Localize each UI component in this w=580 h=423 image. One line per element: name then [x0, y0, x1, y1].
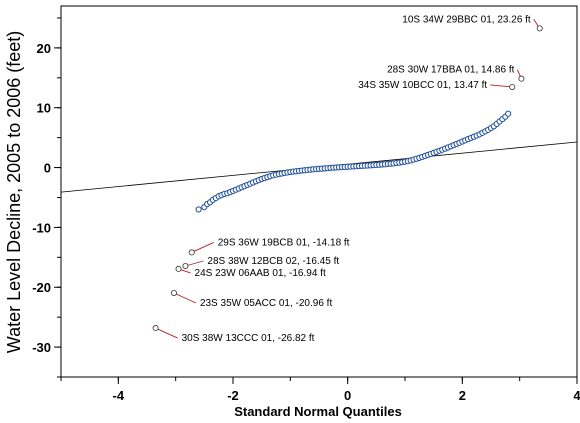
x-tick-label: -2 — [227, 388, 239, 403]
y-tick-label: 0 — [44, 161, 51, 176]
y-tick-label: -30 — [32, 340, 51, 355]
y-tick-label: -20 — [32, 280, 51, 295]
annotation-leader — [173, 292, 197, 304]
data-point — [505, 110, 512, 117]
y-axis-label: Water Level Decline, 2005 to 2006 (feet) — [4, 31, 24, 354]
annotation-leader — [490, 84, 513, 88]
outlier-point — [509, 83, 516, 90]
annotation-leader — [155, 327, 178, 339]
outlier-label: 23S 35W 05ACC 01, -20.96 ft — [200, 298, 333, 309]
outlier-label: 24S 23W 06AAB 01, -16.94 ft — [195, 268, 326, 279]
y-tick-label: 10 — [37, 101, 51, 116]
y-tick-label: -10 — [32, 220, 51, 235]
outlier-label: 34S 35W 10BCC 01, 13.47 ft — [358, 80, 487, 91]
outlier-point — [170, 289, 177, 296]
plot-frame — [60, 5, 578, 378]
outlier-label: 10S 34W 29BBC 01, 23.26 ft — [402, 14, 531, 25]
x-tick-label: -4 — [113, 388, 125, 403]
outlier-label: 28S 30W 17BBA 01, 14.86 ft — [387, 65, 515, 76]
outlier-point — [518, 75, 525, 82]
outlier-point — [182, 262, 189, 269]
outlier-label: 28S 38W 12BCB 02, -16.45 ft — [207, 256, 339, 267]
annotation-leader — [191, 242, 214, 253]
outlier-label: 30S 38W 13CCC 01, -26.82 ft — [182, 333, 315, 344]
x-tick-label: 2 — [459, 388, 466, 403]
outlier-point — [175, 265, 182, 272]
annotation-leader — [185, 260, 204, 267]
outlier-point — [188, 249, 195, 256]
data-point — [195, 206, 202, 213]
y-tick-label: 20 — [37, 41, 51, 56]
outlier-point — [152, 325, 159, 332]
x-tick-label: 4 — [573, 388, 580, 403]
outlier-label: 29S 36W 19BCB 01, -14.18 ft — [218, 237, 350, 248]
outlier-point — [536, 25, 543, 32]
x-axis-label: Standard Normal Quantiles — [234, 404, 402, 419]
x-tick-label: 0 — [344, 388, 351, 403]
